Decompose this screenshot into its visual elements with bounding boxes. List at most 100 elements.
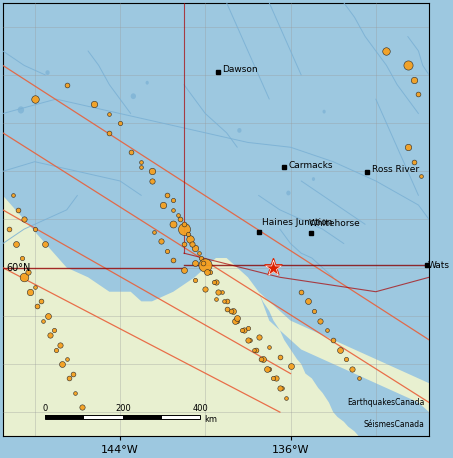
Point [210,278,217,286]
Point [180,240,188,247]
Point [212,278,220,286]
Point [187,235,194,242]
Point [202,262,209,269]
Point [191,276,198,284]
Point [272,375,279,382]
Point [231,317,239,324]
Point [234,317,241,324]
Point [191,259,198,267]
Bar [45,414,84,420]
Text: 200: 200 [115,403,131,413]
Point [50,327,58,334]
Point [57,341,64,349]
Point [264,365,271,372]
Polygon shape [3,3,429,383]
Point [198,254,205,262]
Point [20,273,28,281]
Point [31,95,39,103]
Point [283,394,290,401]
Point [238,327,245,334]
Text: Haines Junction: Haines Junction [262,218,332,227]
Point [106,110,113,117]
Text: km: km [205,414,218,424]
Point [329,336,337,344]
Text: SéismesCanada: SéismesCanada [364,420,425,429]
Point [199,259,207,267]
Point [355,375,362,382]
Point [149,168,156,175]
Point [246,336,254,344]
Ellipse shape [312,177,315,181]
Point [244,324,251,332]
Point [42,240,49,247]
Point [212,295,220,303]
Ellipse shape [286,191,290,196]
Text: Wats: Wats [428,261,450,270]
Point [234,315,241,322]
Point [410,158,418,165]
Point [185,230,192,238]
Point [219,288,226,295]
Point [257,355,265,363]
Point [163,192,170,199]
Point [221,298,228,305]
Point [255,334,262,341]
Bar [162,414,200,420]
Point [170,196,177,204]
Point [270,375,277,382]
Ellipse shape [18,106,24,114]
Point [69,370,77,377]
Point [279,384,286,392]
Point [14,206,21,213]
Bar [123,414,162,420]
Point [189,240,196,247]
Point [138,158,145,165]
Point [63,81,70,88]
Text: Ross River: Ross River [371,165,419,174]
Point [10,192,17,199]
Point [159,202,166,209]
Point [410,76,418,83]
Point [251,346,258,353]
Point [317,317,324,324]
Point [404,144,411,151]
Point [46,332,53,339]
Point [310,307,318,315]
Point [149,177,156,185]
Point [417,173,424,180]
Point [72,389,79,397]
Point [180,221,188,228]
Point [195,250,202,257]
Point [349,365,356,372]
Point [91,100,98,108]
Ellipse shape [130,93,136,99]
Point [270,264,277,271]
Point [40,317,47,324]
Point [404,62,411,69]
Ellipse shape [45,70,50,75]
Ellipse shape [145,81,149,85]
Point [27,288,34,295]
Ellipse shape [323,109,326,114]
Text: Whitehorse: Whitehorse [308,219,361,228]
Point [25,269,32,276]
Point [138,163,145,170]
Text: Dawson: Dawson [222,65,258,74]
Point [174,211,181,218]
Point [5,225,13,233]
Point [53,346,60,353]
Point [265,365,273,372]
Point [259,355,266,363]
Point [63,355,70,363]
Bar [45,414,200,420]
Point [31,283,39,290]
Bar [84,414,123,420]
Point [163,247,170,255]
Point [223,298,230,305]
Point [304,298,311,305]
Point [240,327,247,334]
Point [116,120,124,127]
Text: Carmacks: Carmacks [289,161,333,169]
Point [18,254,25,262]
Point [65,375,72,382]
